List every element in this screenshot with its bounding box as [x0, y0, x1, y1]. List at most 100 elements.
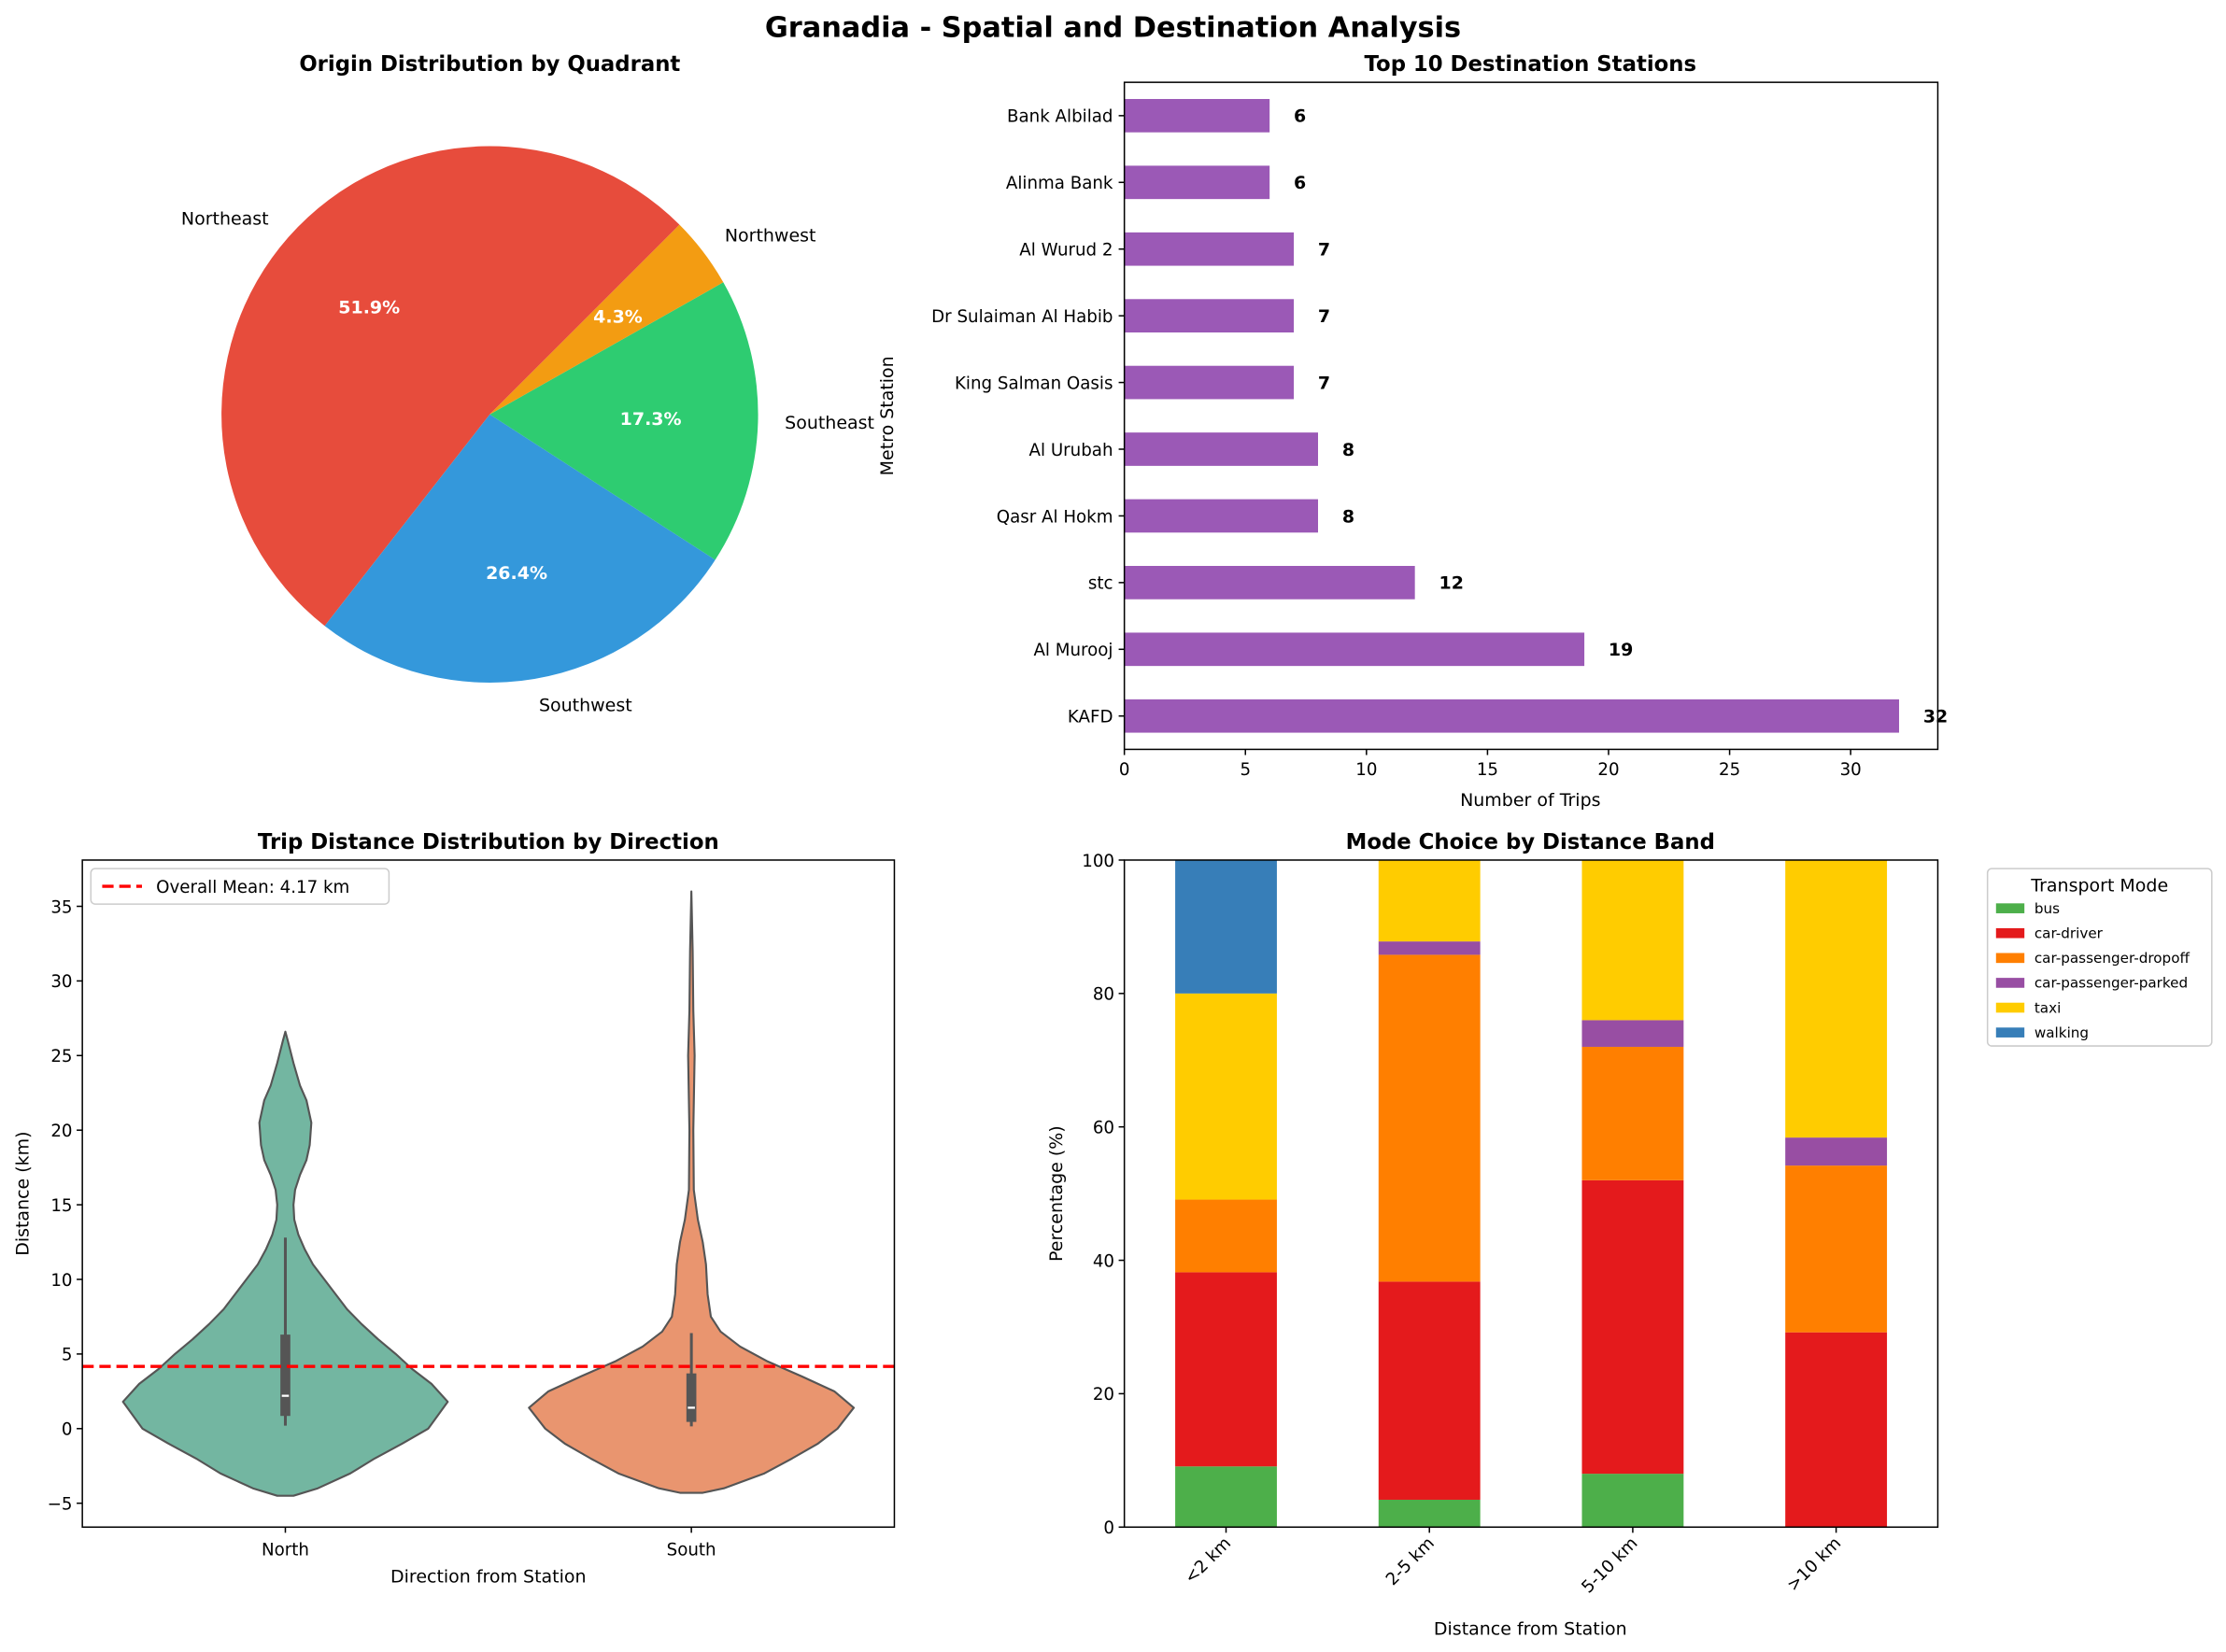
bar-value-label: 8	[1342, 506, 1354, 527]
y-tick-label: 0	[1103, 1518, 1114, 1538]
bar-king-salman-oasis	[1124, 365, 1295, 400]
stack-segment-car-passenger-parked	[1581, 1020, 1684, 1047]
y-tick-label: King Salman Oasis	[955, 374, 1113, 393]
y-tick-label: 60	[1093, 1119, 1114, 1138]
bar-value-label: 7	[1318, 306, 1330, 327]
hbar-ylabel: Metro Station	[877, 356, 898, 475]
violin-title: Trip Distance Distribution by Direction	[258, 830, 719, 854]
stack-ylabel: Percentage (%)	[1046, 1125, 1067, 1262]
legend-label: taxi	[2035, 999, 2061, 1016]
y-tick-label: 0	[62, 1420, 73, 1440]
hbar-title: Top 10 Destination Stations	[1365, 52, 1697, 77]
bar-dr-sulaiman-al-habib	[1124, 299, 1295, 333]
x-tick-label: 25	[1719, 760, 1740, 780]
y-tick-label: 20	[1093, 1385, 1114, 1405]
y-tick-label: KAFD	[1068, 708, 1113, 727]
y-tick-label: Bank Albilad	[1007, 107, 1113, 127]
bar-value-label: 12	[1439, 573, 1464, 594]
y-tick-label: Al Urubah	[1029, 441, 1113, 460]
pie-label: Southwest	[539, 695, 632, 715]
legend-box	[1986, 868, 2213, 1047]
stack-segment-taxi	[1378, 859, 1481, 942]
y-tick-label: 5	[62, 1346, 73, 1365]
stack-segment-car-driver	[1785, 1332, 1888, 1528]
stack-segment-bus	[1378, 1499, 1481, 1528]
pie-title: Origin Distribution by Quadrant	[299, 52, 680, 77]
pie-slice-southeast	[489, 282, 759, 560]
bar-value-label: 8	[1342, 440, 1354, 460]
x-tick-label: North	[262, 1541, 309, 1560]
bar-al-urubah	[1124, 432, 1318, 466]
violin-ylabel: Distance (km)	[12, 1131, 33, 1255]
pie-label: Southeast	[785, 413, 874, 433]
y-tick-label: Alinma Bank	[1006, 174, 1113, 193]
y-tick-label: 10	[50, 1271, 72, 1291]
pie-pct-label: 4.3%	[593, 307, 643, 328]
axes-frame	[1123, 859, 1939, 1529]
bar-value-label: 32	[1923, 707, 1948, 727]
bar-value-label: 6	[1294, 106, 1306, 127]
pie-slice-northwest	[489, 224, 724, 415]
y-tick-label: 20	[50, 1122, 72, 1141]
legend-label: walking	[2035, 1024, 2089, 1041]
y-tick-label: 25	[50, 1047, 72, 1066]
stack-segment-car-driver	[1378, 1281, 1481, 1500]
legend-label: bus	[2035, 900, 2060, 917]
axes-frame	[81, 859, 896, 1529]
violin-chart: Trip Distance Distribution by Direction …	[12, 830, 896, 1588]
legend-swatch-car-passenger-parked	[1995, 978, 2025, 988]
y-tick-label: 40	[1093, 1251, 1114, 1271]
stack-segment-taxi	[1175, 993, 1277, 1200]
bar-al-murooj	[1124, 632, 1585, 667]
figure-title: Granadia - Spatial and Destination Analy…	[765, 12, 1461, 45]
legend-box	[90, 868, 390, 905]
legend: Transport Mode bus car-driver car-passenger…	[1986, 868, 2213, 1047]
stack-segment-car-driver	[1175, 1272, 1277, 1467]
destination-bar-chart: Top 10 Destination Stations Number of Tr…	[877, 52, 1948, 811]
bar-value-label: 19	[1609, 640, 1633, 660]
legend-swatch-car-passenger-dropoff	[1995, 953, 2025, 964]
axes-frame	[1123, 81, 1939, 751]
stack-segment-car-passenger-parked	[1785, 1137, 1888, 1166]
violin-iqr-box	[280, 1334, 291, 1417]
stack-segment-car-passenger-dropoff	[1378, 954, 1481, 1282]
pie-slice-northeast	[221, 146, 680, 627]
violin-xlabel: Direction from Station	[390, 1567, 587, 1588]
y-tick-label: Al Murooj	[1033, 641, 1113, 660]
hbar-xlabel: Number of Trips	[1460, 790, 1600, 811]
stack-title: Mode Choice by Distance Band	[1346, 830, 1715, 854]
y-tick-label: 15	[50, 1196, 72, 1216]
legend-title: Transport Mode	[2030, 875, 2168, 896]
legend-swatch-walking	[1995, 1027, 2025, 1038]
bar-stc	[1124, 566, 1415, 600]
stack-segment-walking	[1175, 859, 1277, 994]
legend-label: car-driver	[2035, 925, 2104, 942]
y-tick-label: stc	[1088, 574, 1113, 594]
pie-pct-label: 26.4%	[486, 563, 547, 584]
pie-pct-label: 17.3%	[620, 409, 682, 430]
pie-label: Northwest	[725, 226, 816, 247]
bar-kafd	[1124, 699, 1900, 733]
x-tick-label: 10	[1355, 760, 1377, 780]
bar-bank-albilad	[1124, 99, 1270, 133]
stack-segment-car-passenger-parked	[1378, 941, 1481, 955]
x-tick-label: 15	[1477, 760, 1498, 780]
bar-value-label: 7	[1318, 240, 1330, 261]
y-tick-label: 30	[50, 972, 72, 992]
legend-swatch-bus	[1995, 903, 2025, 913]
pie-chart: Origin Distribution by Quadrant Northeas…	[181, 52, 874, 715]
y-tick-label: Al Wurud 2	[1019, 241, 1113, 261]
y-tick-label: Qasr Al Hokm	[997, 507, 1113, 527]
y-tick-label: −5	[48, 1495, 73, 1515]
stack-segment-car-passenger-dropoff	[1581, 1046, 1684, 1180]
pie-slice-southwest	[324, 414, 716, 684]
x-tick-label: South	[667, 1541, 716, 1560]
x-tick-label: 5	[1240, 760, 1251, 780]
y-tick-label: 100	[1082, 852, 1114, 871]
x-tick-label: 20	[1597, 760, 1619, 780]
mode-choice-chart: Mode Choice by Distance Band Distance fr…	[1046, 830, 2213, 1640]
y-tick-label: Dr Sulaiman Al Habib	[931, 307, 1113, 327]
bar-value-label: 6	[1294, 173, 1306, 193]
y-tick-label: 80	[1093, 985, 1114, 1005]
